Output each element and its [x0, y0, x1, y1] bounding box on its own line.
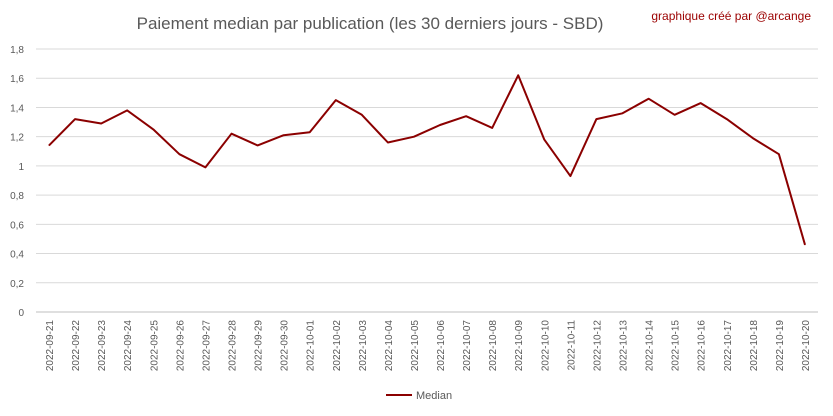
- series-line-median: [48, 74, 806, 246]
- y-tick-label: 1,8: [10, 45, 24, 56]
- y-tick-label: 0,6: [10, 220, 24, 231]
- data-point: [387, 142, 389, 144]
- data-point: [465, 115, 467, 117]
- data-point: [335, 99, 337, 101]
- x-tick-label: 2022-09-23: [97, 320, 108, 372]
- x-tick-label: 2022-10-03: [358, 320, 369, 372]
- x-tick-label: 2022-10-09: [514, 320, 525, 372]
- x-tick-label: 2022-10-16: [697, 320, 708, 372]
- x-tick-label: 2022-09-24: [123, 320, 134, 372]
- x-tick-label: 2022-10-11: [566, 320, 577, 371]
- data-point: [204, 166, 206, 168]
- x-tick-label: 2022-10-05: [410, 320, 421, 372]
- chart-credit: graphique créé par @arcange: [651, 9, 811, 23]
- x-tick-label: 2022-09-28: [228, 320, 239, 372]
- x-tick-label: 2022-10-10: [540, 320, 551, 372]
- x-tick-label: 2022-10-15: [671, 320, 682, 372]
- data-point: [439, 124, 441, 126]
- data-point: [257, 144, 259, 146]
- data-point: [283, 134, 285, 136]
- data-point: [752, 137, 754, 139]
- x-tick-label: 2022-10-19: [775, 320, 786, 372]
- x-tick-label: 2022-10-13: [619, 320, 630, 372]
- x-tick-label: 2022-10-18: [749, 320, 760, 372]
- x-tick-label: 2022-09-25: [149, 320, 160, 372]
- x-tick-label: 2022-10-12: [592, 320, 603, 372]
- data-point: [491, 127, 493, 129]
- y-tick-label: 1: [18, 162, 24, 173]
- x-tick-label: 2022-10-17: [723, 320, 734, 372]
- data-point: [622, 112, 623, 114]
- y-tick-label: 1,4: [10, 103, 24, 114]
- data-point: [178, 153, 180, 155]
- data-point: [231, 133, 232, 135]
- data-point: [48, 144, 50, 146]
- data-point: [569, 175, 571, 177]
- x-tick-label: 2022-09-21: [45, 320, 56, 372]
- data-point: [413, 136, 415, 138]
- data-point: [74, 118, 76, 120]
- x-tick-label: 2022-10-04: [384, 320, 395, 372]
- x-tick-label: 2022-09-26: [175, 320, 186, 372]
- data-point: [361, 114, 363, 116]
- y-tick-label: 0,8: [10, 191, 24, 202]
- data-point: [126, 109, 128, 111]
- x-tick-label: 2022-10-20: [801, 320, 812, 372]
- y-tick-label: 0,2: [10, 279, 24, 290]
- data-point: [778, 153, 780, 155]
- y-tick-label: 1,2: [10, 133, 24, 144]
- x-tick-label: 2022-09-30: [280, 320, 291, 372]
- x-tick-label: 2022-09-29: [254, 320, 265, 372]
- x-tick-label: 2022-09-27: [201, 320, 212, 372]
- x-tick-label: 2022-09-22: [71, 320, 82, 372]
- legend-label: Median: [416, 390, 452, 402]
- data-point: [648, 98, 650, 100]
- x-tick-label: 2022-10-01: [306, 320, 317, 372]
- data-point: [674, 114, 676, 116]
- data-point: [726, 118, 728, 120]
- data-point: [517, 74, 519, 76]
- x-tick-label: 2022-10-08: [488, 320, 499, 372]
- x-tick-label: 2022-10-07: [462, 320, 473, 372]
- data-point: [152, 128, 154, 130]
- y-tick-label: 0: [18, 308, 24, 319]
- data-point: [309, 131, 311, 133]
- y-tick-label: 0,4: [10, 250, 24, 261]
- data-point: [700, 102, 702, 104]
- y-tick-label: 1,6: [10, 74, 24, 85]
- x-tick-label: 2022-10-06: [436, 320, 447, 372]
- data-point: [100, 123, 102, 125]
- x-tick-label: 2022-10-14: [645, 320, 656, 372]
- x-tick-label: 2022-10-02: [332, 320, 343, 372]
- data-point: [595, 118, 597, 120]
- data-point: [543, 139, 545, 141]
- data-point: [804, 244, 806, 246]
- chart-title: Paiement median par publication (les 30 …: [136, 14, 604, 33]
